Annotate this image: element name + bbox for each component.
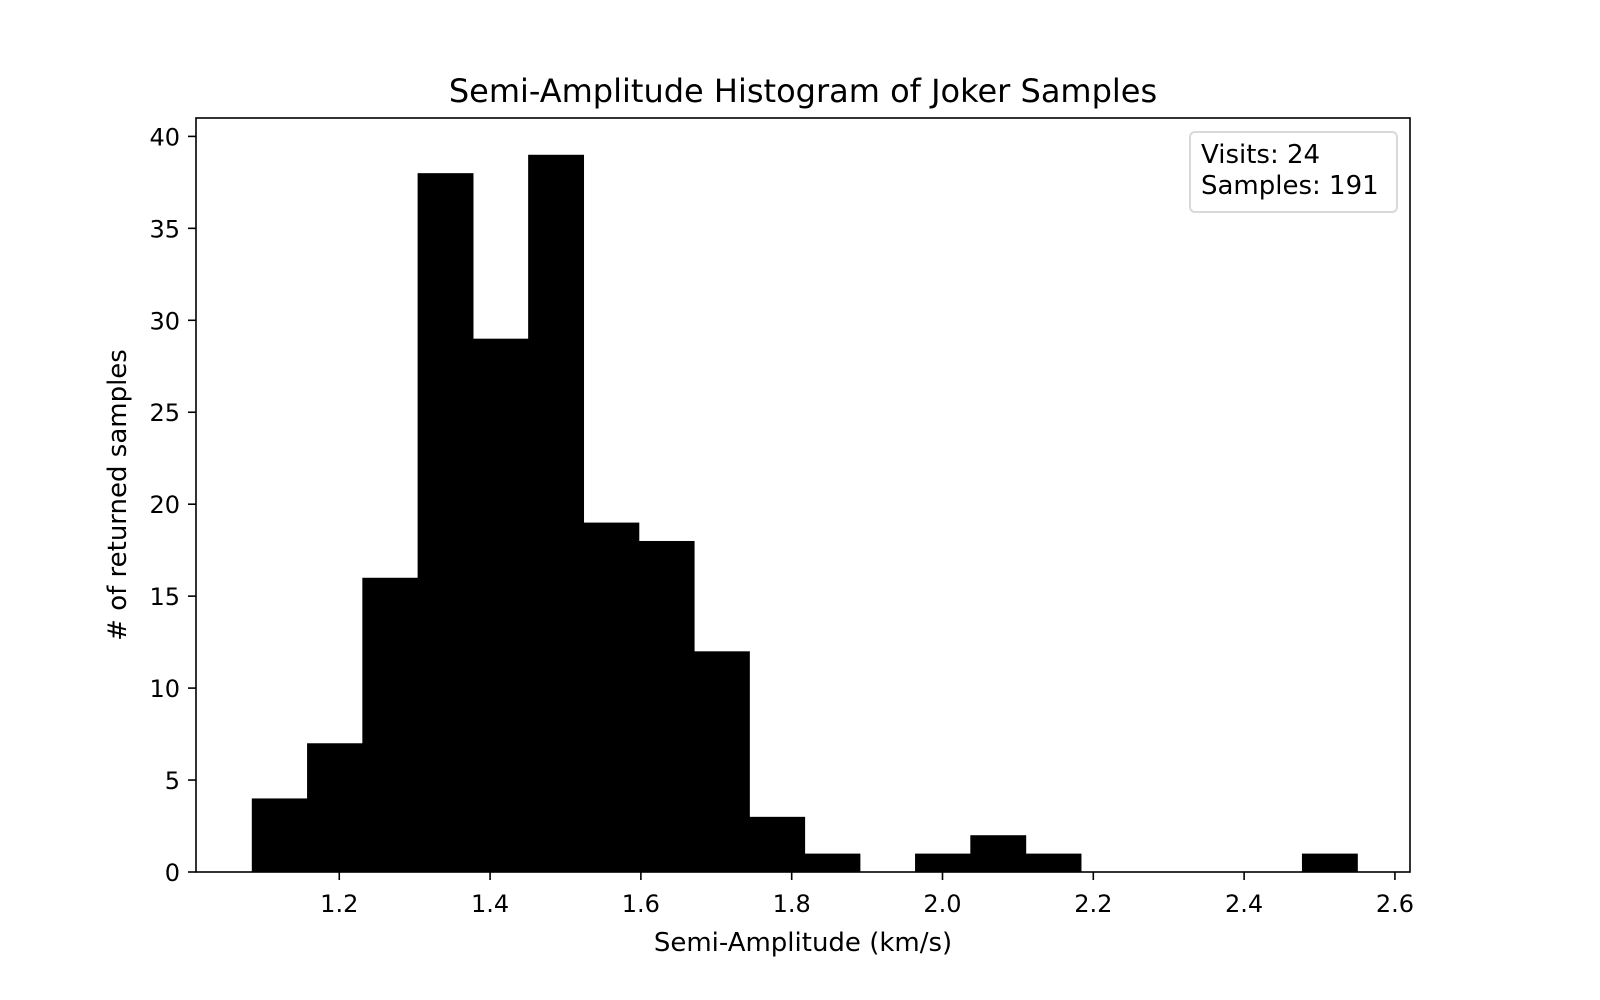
y-tick-label: 40 xyxy=(149,123,180,151)
legend-frame xyxy=(1189,131,1398,213)
histogram-bar xyxy=(1025,853,1082,872)
legend-box: Visits: 24 Samples: 191 xyxy=(1189,131,1398,213)
y-tick-label: 5 xyxy=(165,767,180,795)
histogram-bar xyxy=(307,743,363,872)
x-tick-label: 2.4 xyxy=(1225,890,1263,918)
x-axis-ticks: 1.2 1.4 1.6 1.8 2.0 2.2 2.4 2.6 xyxy=(320,872,1414,918)
histogram-bar xyxy=(528,154,585,872)
histogram-bar xyxy=(638,540,695,872)
y-tick-label: 10 xyxy=(149,675,180,703)
chart-title: Semi-Amplitude Histogram of Joker Sample… xyxy=(449,72,1157,110)
y-axis-label: # of returned samples xyxy=(103,349,133,641)
histogram-bar xyxy=(749,816,806,872)
y-axis-ticks: 0 5 10 15 20 25 30 35 40 xyxy=(149,123,196,887)
x-tick-label: 1.2 xyxy=(320,890,358,918)
histogram-bar xyxy=(693,651,750,872)
histogram-bar xyxy=(970,835,1027,872)
histogram-bar xyxy=(583,522,640,872)
histogram-bars xyxy=(251,154,1358,873)
x-axis-label: Semi-Amplitude (km/s) xyxy=(654,928,952,958)
histogram-bar xyxy=(1301,853,1358,872)
y-tick-label: 35 xyxy=(149,215,180,243)
y-tick-label: 25 xyxy=(149,399,180,427)
histogram-bar xyxy=(804,853,861,872)
x-tick-label: 2.2 xyxy=(1074,890,1112,918)
x-tick-label: 1.6 xyxy=(622,890,660,918)
y-tick-label: 0 xyxy=(165,859,180,887)
histogram-bar xyxy=(251,798,308,872)
x-tick-label: 1.4 xyxy=(471,890,509,918)
x-tick-label: 2.0 xyxy=(923,890,961,918)
histogram-bar xyxy=(472,338,529,872)
legend-visits: Visits: 24 xyxy=(1201,140,1320,170)
y-tick-label: 30 xyxy=(149,307,180,335)
histogram-bar xyxy=(915,853,971,872)
x-tick-label: 1.8 xyxy=(773,890,811,918)
histogram-bar xyxy=(417,173,474,873)
x-tick-label: 2.6 xyxy=(1376,890,1414,918)
y-tick-label: 15 xyxy=(149,583,180,611)
histogram-bar xyxy=(362,577,419,872)
y-tick-label: 20 xyxy=(149,491,180,519)
legend-samples: Samples: 191 xyxy=(1201,171,1379,201)
plot-frame xyxy=(195,117,1411,873)
